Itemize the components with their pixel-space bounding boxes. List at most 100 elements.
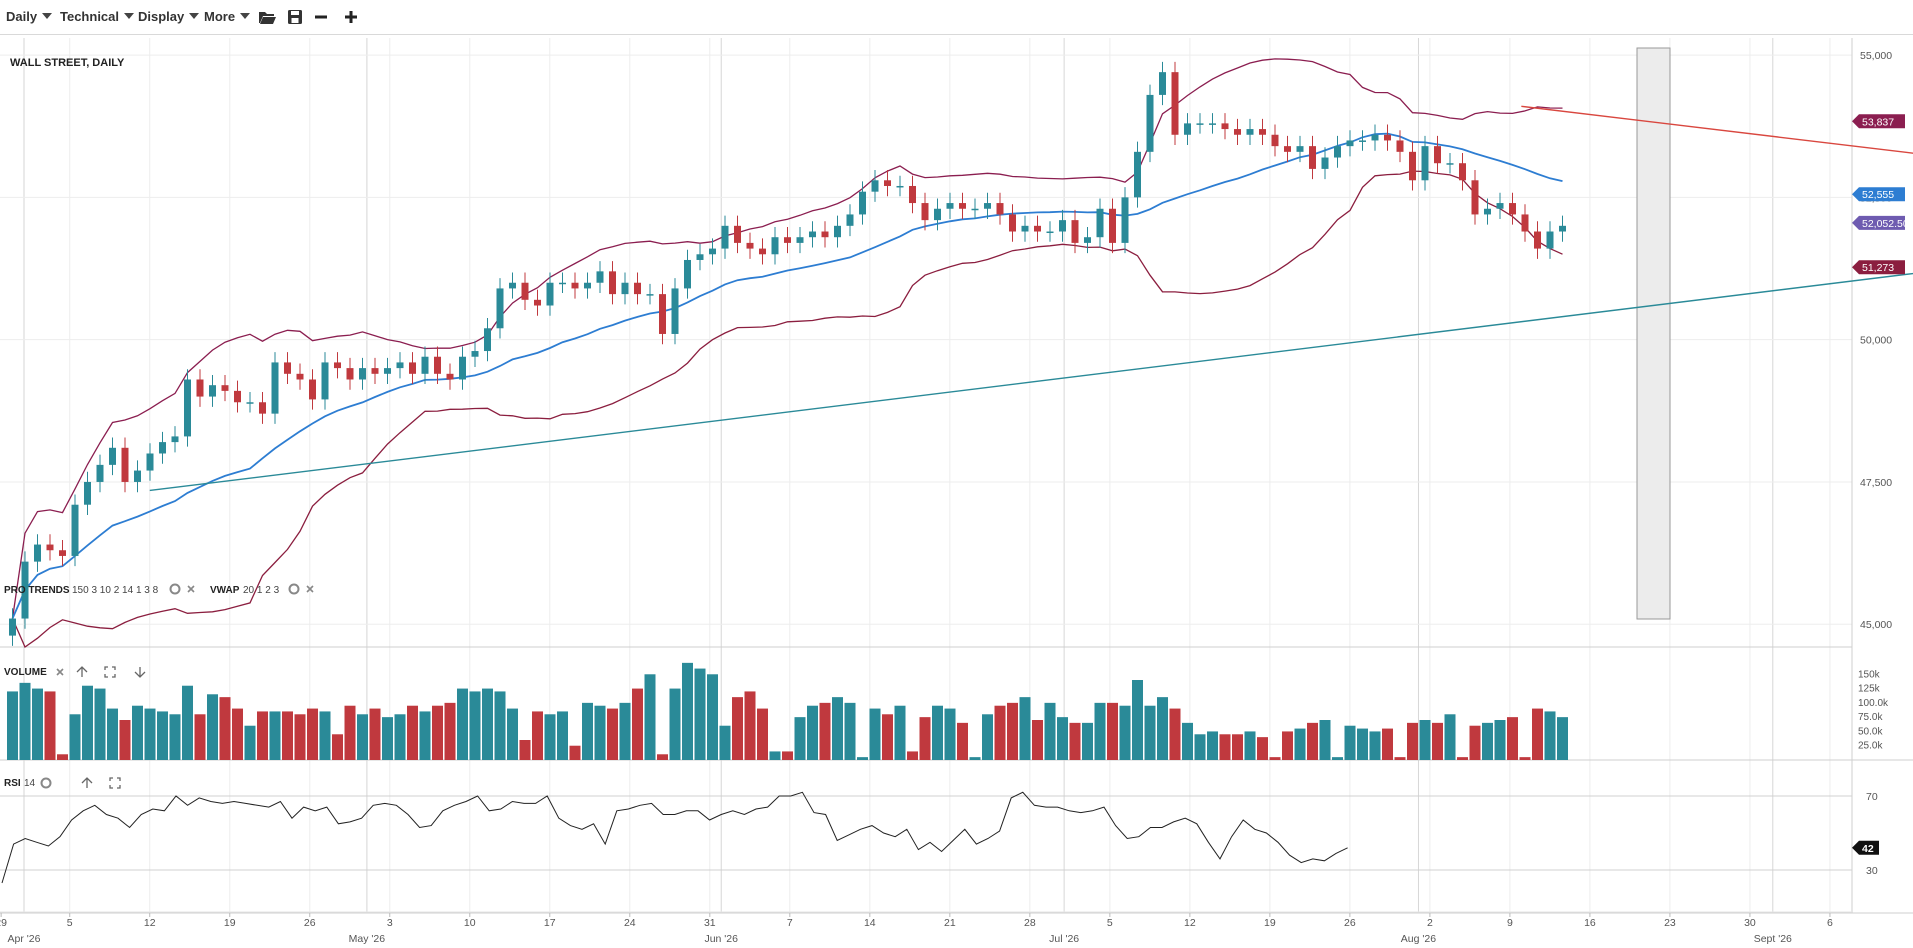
- volume-bar: [1319, 720, 1331, 760]
- volume-bar: [307, 708, 318, 760]
- date-tick-label: 29: [0, 917, 7, 929]
- volume-bar: [644, 674, 656, 760]
- volume-bar: [282, 711, 293, 760]
- middle-band-marker: 52,555: [1862, 189, 1894, 201]
- middle-band-line: [11, 132, 1563, 619]
- date-tick-label: 19: [224, 917, 236, 929]
- middle-band-marker-bg: [1852, 187, 1905, 202]
- volume-bar: [1544, 711, 1556, 760]
- volume-bar: [857, 757, 868, 760]
- folder-open-icon[interactable]: [257, 7, 277, 27]
- date-tick-label: 26: [1344, 917, 1356, 929]
- more-menu[interactable]: More: [204, 9, 251, 24]
- candle-body: [734, 225, 741, 243]
- volume-bar: [1132, 680, 1143, 760]
- volume-bar: [269, 711, 281, 760]
- arrow-up-icon[interactable]: [76, 666, 88, 677]
- volume-bar: [1394, 757, 1406, 760]
- volume-bar: [1357, 728, 1368, 760]
- volume-bar: [1419, 720, 1431, 760]
- volume-bar: [1369, 731, 1381, 760]
- volume-bar: [919, 717, 931, 760]
- candle-body: [1384, 134, 1391, 141]
- volume-bar: [1494, 720, 1506, 760]
- volume-bar: [1507, 717, 1518, 760]
- volume-bar: [1519, 757, 1531, 760]
- candle-body: [759, 248, 766, 255]
- expand-icon[interactable]: [104, 666, 116, 678]
- candle-body: [934, 208, 941, 221]
- trend-lines[interactable]: [149, 105, 1913, 492]
- display-menu[interactable]: Display: [138, 9, 200, 24]
- volume-bar: [144, 708, 156, 760]
- candle-body: [1559, 225, 1566, 232]
- candle-body: [1246, 129, 1254, 135]
- candle-body: [384, 368, 391, 374]
- arrow-down-icon[interactable]: [134, 667, 146, 678]
- candle-body: [1059, 220, 1066, 232]
- rsi-pane-title: RSI: [4, 778, 21, 789]
- date-tick-label: 24: [624, 917, 636, 929]
- candle-body: [246, 402, 254, 404]
- volume-bar: [594, 705, 606, 760]
- candle-body: [584, 282, 591, 289]
- close-icon[interactable]: [306, 585, 314, 593]
- pro-trends-label: PRO TRENDS: [4, 585, 70, 596]
- arrow-up-icon[interactable]: [81, 777, 93, 788]
- settings-icon[interactable]: [40, 777, 52, 789]
- volume-tick-label: 125k: [1858, 684, 1881, 695]
- volume-bar: [319, 711, 331, 760]
- vwap-params: 20 1 2 3: [243, 585, 280, 596]
- volume-bar: [1032, 720, 1043, 760]
- volume-bar: [1182, 722, 1193, 760]
- volume-bar: [1057, 717, 1068, 760]
- volume-bar: [944, 708, 956, 760]
- candle-body: [84, 481, 91, 505]
- period-menu[interactable]: Daily: [6, 9, 53, 24]
- date-tick-label: 5: [67, 917, 73, 929]
- candle-body: [284, 362, 291, 374]
- volume-bar: [744, 691, 756, 760]
- zoom-in-icon[interactable]: [341, 7, 361, 27]
- expand-icon[interactable]: [109, 777, 121, 789]
- candle-body: [1121, 197, 1129, 243]
- month-label: Jul '26: [1049, 933, 1079, 945]
- candle-body: [234, 390, 241, 403]
- resistance-trend-line[interactable]: [1521, 105, 1913, 177]
- volume-bar: [557, 711, 568, 760]
- candle-body: [1534, 231, 1541, 249]
- volume-bar: [994, 705, 1006, 760]
- volume-bar: [107, 708, 118, 760]
- volume-bar: [707, 674, 718, 760]
- volume-pane-title: VOLUME: [4, 667, 47, 678]
- candle-body: [184, 379, 191, 437]
- close-icon[interactable]: [187, 585, 195, 593]
- volume-bar: [119, 720, 131, 760]
- candle-body: [34, 544, 41, 562]
- close-icon[interactable]: [56, 668, 64, 676]
- settings-icon[interactable]: [169, 583, 181, 595]
- candle-body: [1321, 157, 1329, 169]
- candle-body: [859, 191, 866, 215]
- technical-menu-label: Technical: [60, 9, 120, 24]
- date-tick-label: 19: [1264, 917, 1276, 929]
- candle-body: [121, 447, 129, 482]
- lower-band-marker-bg: [1852, 260, 1905, 275]
- save-icon[interactable]: [285, 7, 305, 27]
- volume-bar: [1432, 722, 1443, 760]
- volume-bar: [457, 688, 468, 760]
- support-trend-line[interactable]: [149, 249, 1913, 492]
- volume-bar: [832, 697, 843, 760]
- last-price-marker-bg: [1852, 215, 1905, 230]
- month-label: Sept '26: [1754, 933, 1792, 945]
- candle-body: [1509, 203, 1516, 215]
- technical-menu[interactable]: Technical: [60, 9, 135, 24]
- zoom-out-icon[interactable]: [311, 7, 331, 27]
- volume-bar: [1557, 717, 1568, 760]
- candle-body: [1521, 214, 1529, 232]
- volume-bar: [82, 685, 93, 760]
- candle-body: [1159, 72, 1166, 95]
- settings-icon[interactable]: [288, 583, 300, 595]
- candle-body: [1346, 140, 1354, 147]
